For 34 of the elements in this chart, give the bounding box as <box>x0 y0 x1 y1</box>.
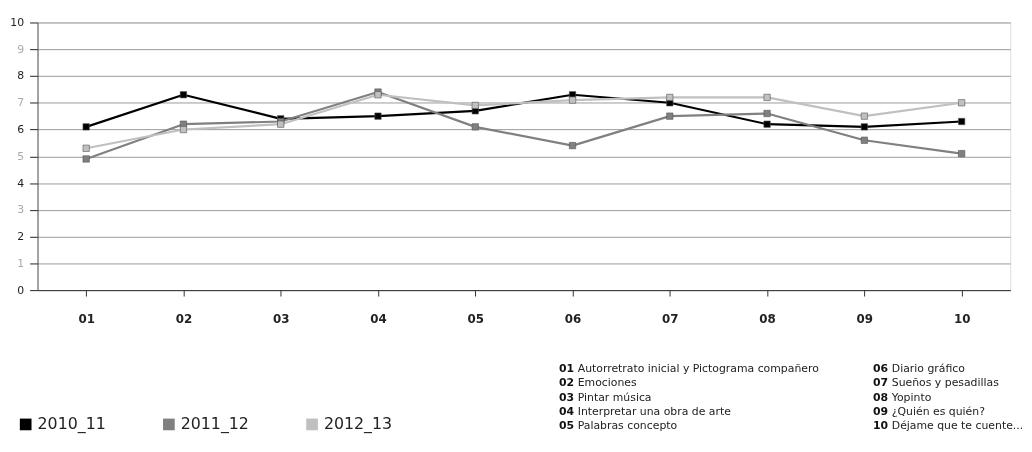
x-tick-label: 03 <box>272 312 290 327</box>
x-tick-label: 07 <box>662 312 679 327</box>
legend-label: 2012_13 <box>323 414 393 435</box>
y-tick-label: 1 <box>17 256 25 270</box>
text: 02 Emociones <box>558 376 637 390</box>
text: 08 Yopinto <box>873 390 932 404</box>
text: 05 Palabras concepto <box>558 419 678 433</box>
legend-label: 2010_11 <box>37 414 106 435</box>
y-tick-label: 2 <box>17 230 25 244</box>
x-tick-label: 04 <box>370 312 387 327</box>
x-tick-label: 06 <box>564 312 582 327</box>
x-tick-label: 01 <box>78 312 95 327</box>
text: 09 ¿Quién es quién? <box>873 405 985 419</box>
y-tick-label: 0 <box>17 283 25 297</box>
y-tick-label: 7 <box>17 96 25 110</box>
x-tick-label: 02 <box>175 312 193 327</box>
y-tick-label: 4 <box>17 176 25 190</box>
y-tick-label: 5 <box>17 149 25 163</box>
text: 01 Autorretrato inicial y Pictograma compañero <box>558 362 819 376</box>
x-tick-label: 10 <box>953 312 971 327</box>
y-tick-label: 6 <box>17 123 25 136</box>
text: 07 Sueños y pesadillas <box>873 376 999 390</box>
y-tick-label: 3 <box>17 203 25 217</box>
text: 03 Pintar música <box>558 390 652 404</box>
y-tick-label: 10 <box>10 15 25 29</box>
x-tick-label: 05 <box>467 312 484 327</box>
text: 10 Déjame que te cuente... <box>873 419 1024 433</box>
y-tick-label: 8 <box>17 69 25 83</box>
x-tick-label: 09 <box>856 312 874 327</box>
legend-label: 2011_12 <box>180 414 249 435</box>
text: 04 Interpretar una obra de arte <box>558 405 731 419</box>
text: 06 Diario gráfico <box>873 362 965 376</box>
y-tick-label: 9 <box>17 42 25 56</box>
x-tick-label: 08 <box>759 312 776 327</box>
